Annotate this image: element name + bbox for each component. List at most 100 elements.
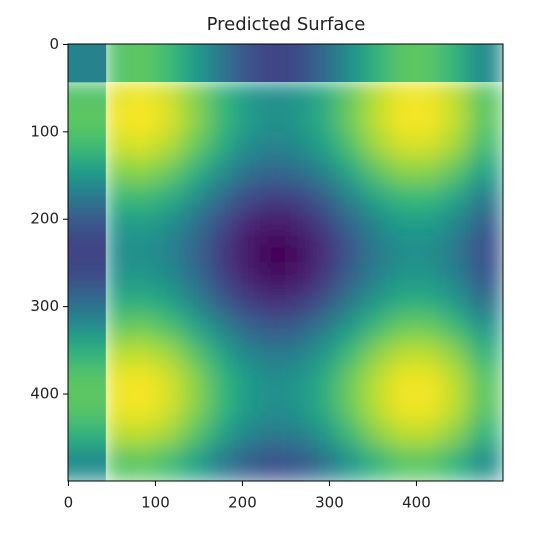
heat-cell (129, 315, 156, 342)
heat-cell (442, 157, 469, 185)
heat-cell (337, 210, 365, 238)
heat-cell (207, 157, 235, 185)
heat-cell (468, 210, 503, 238)
heat-cell (259, 236, 287, 264)
heat-cell (155, 157, 182, 185)
heat-cell (416, 131, 443, 159)
heat-cell (311, 315, 339, 342)
heat-cell (129, 236, 156, 264)
heat-cell (233, 419, 261, 447)
heat-cell (285, 419, 313, 447)
heat-cell (311, 157, 339, 185)
heat-cell (337, 236, 365, 264)
heat-cell (468, 446, 503, 481)
heat-cell (259, 131, 287, 159)
heat-cell (68, 288, 106, 316)
heat-cell (468, 157, 503, 185)
heat-cell (105, 44, 130, 83)
heat-cell (233, 446, 261, 481)
heat-cell (363, 183, 391, 211)
heat-cell (416, 236, 443, 264)
heat-cell (259, 393, 287, 421)
heat-cell (285, 262, 313, 290)
heat-cell (68, 262, 106, 290)
heat-cell (416, 288, 443, 316)
heat-cell (105, 262, 130, 290)
heat-cell (363, 393, 391, 421)
heat-cell (155, 131, 182, 159)
heat-cell (468, 419, 503, 447)
heat-cell (416, 183, 443, 211)
heat-cell (416, 367, 443, 395)
heat-cell (416, 262, 443, 290)
heat-cell (129, 105, 156, 133)
heat-cell (363, 82, 391, 106)
heat-cell (311, 446, 339, 481)
heat-cell (468, 44, 503, 83)
heat-cell (416, 44, 443, 83)
heat-cell (129, 82, 156, 106)
heat-cell (207, 262, 235, 290)
heat-cell (259, 262, 287, 290)
heat-cell (181, 44, 208, 83)
heat-cell (259, 419, 287, 447)
heat-cell (233, 315, 261, 342)
heat-cell (442, 131, 469, 159)
heat-cell (207, 131, 235, 159)
heat-cell (468, 236, 503, 264)
heat-cell (416, 419, 443, 447)
heat-cell (68, 157, 106, 185)
chart-title: Predicted Surface (207, 14, 366, 35)
heat-cell (129, 157, 156, 185)
heat-cell (285, 341, 313, 369)
heat-cell (233, 288, 261, 316)
heat-cell (442, 393, 469, 421)
heat-cell (285, 288, 313, 316)
heat-cell (233, 105, 261, 133)
heat-cell (285, 82, 313, 106)
y-tick-label: 200 (30, 210, 59, 228)
heat-cell (155, 315, 182, 342)
heat-cell (105, 419, 130, 447)
heat-cell (363, 157, 391, 185)
heat-cell (337, 341, 365, 369)
heat-cell (155, 288, 182, 316)
heat-cell (285, 157, 313, 185)
heat-cell (363, 288, 391, 316)
heat-cell (129, 446, 156, 481)
heat-cell (233, 262, 261, 290)
heat-cell (105, 157, 130, 185)
heat-cell (311, 393, 339, 421)
heat-cell (181, 262, 208, 290)
heat-cell (233, 367, 261, 395)
heat-cell (105, 183, 130, 211)
heat-cell (390, 105, 417, 133)
heat-cell (68, 236, 106, 264)
heat-cell (337, 131, 365, 159)
heat-cell (129, 393, 156, 421)
heat-cell (311, 288, 339, 316)
heat-cell (181, 367, 208, 395)
heat-cell (311, 367, 339, 395)
heat-cell (311, 131, 339, 159)
heat-cell (259, 315, 287, 342)
heat-cell (442, 446, 469, 481)
heat-cell (337, 367, 365, 395)
heat-cell (207, 210, 235, 238)
heat-cell (207, 393, 235, 421)
heat-cell (181, 157, 208, 185)
heat-cell (233, 82, 261, 106)
heat-cell (259, 82, 287, 106)
heat-cell (233, 157, 261, 185)
heat-cell (468, 131, 503, 159)
heat-cell (181, 341, 208, 369)
heat-cell (468, 341, 503, 369)
heat-cell (67, 43, 107, 83)
heat-cell (311, 262, 339, 290)
heat-cell (129, 210, 156, 238)
x-tick-label: 200 (228, 494, 257, 512)
heat-cell (181, 236, 208, 264)
heat-cell (390, 183, 417, 211)
